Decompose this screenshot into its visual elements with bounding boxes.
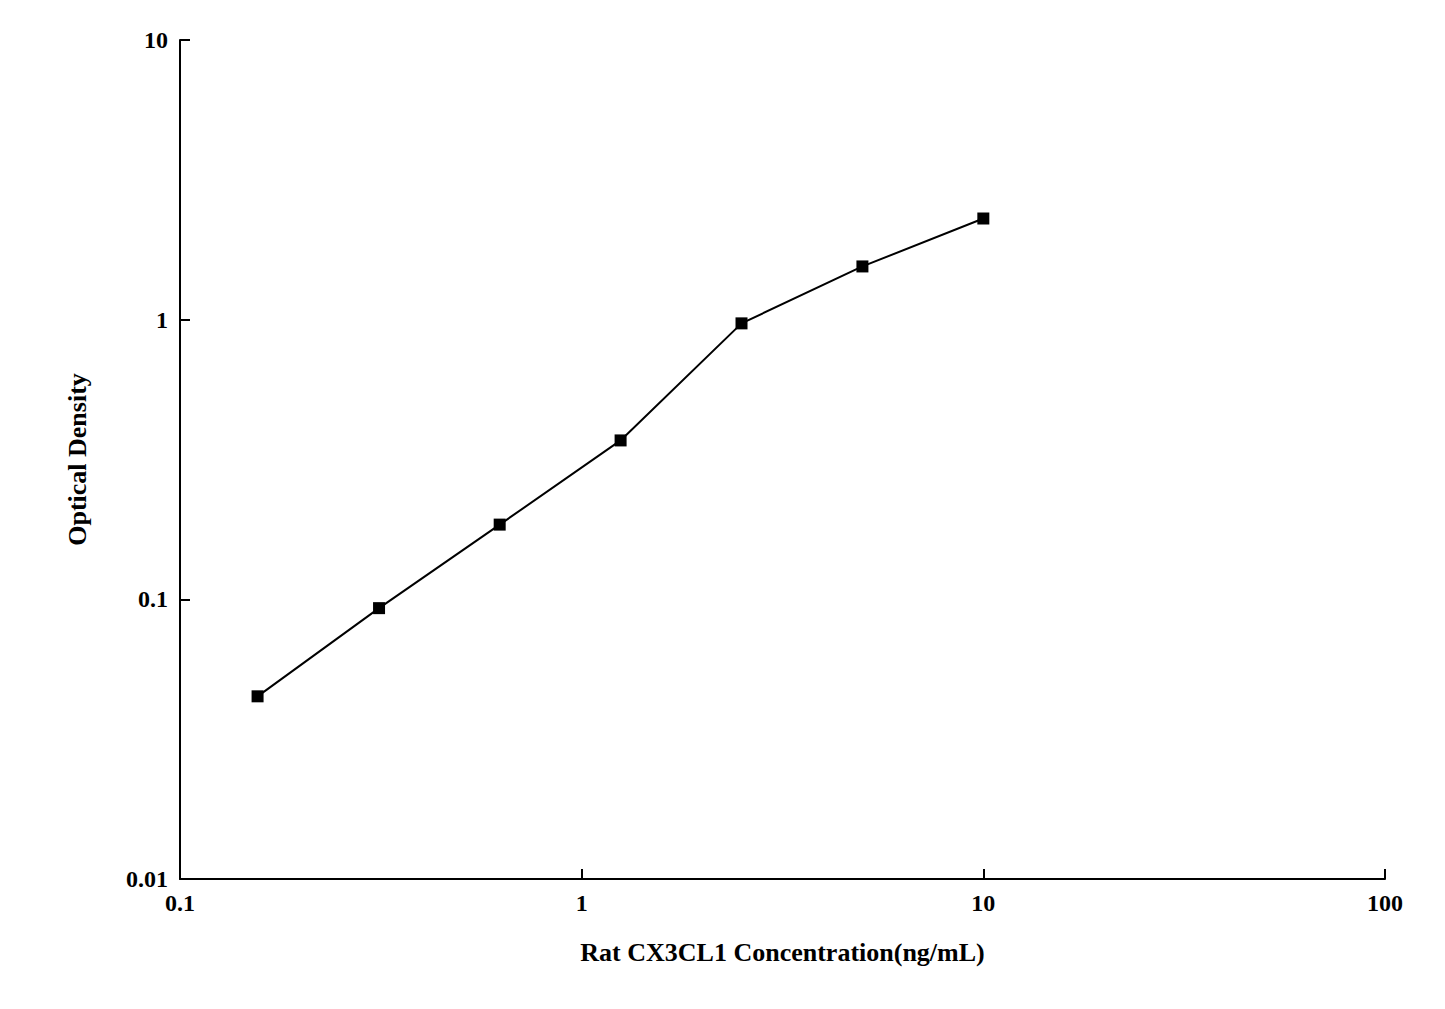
svg-text:10: 10 [144,27,168,53]
svg-text:100: 100 [1367,890,1403,916]
svg-text:0.1: 0.1 [138,586,168,612]
svg-text:10: 10 [971,890,995,916]
svg-text:Rat CX3CL1 Concentration(ng/mL: Rat CX3CL1 Concentration(ng/mL) [580,938,984,967]
svg-text:1: 1 [576,890,588,916]
svg-text:Optical Density: Optical Density [63,373,92,546]
svg-text:1: 1 [156,307,168,333]
svg-text:0.1: 0.1 [165,890,195,916]
svg-text:0.01: 0.01 [126,866,168,892]
